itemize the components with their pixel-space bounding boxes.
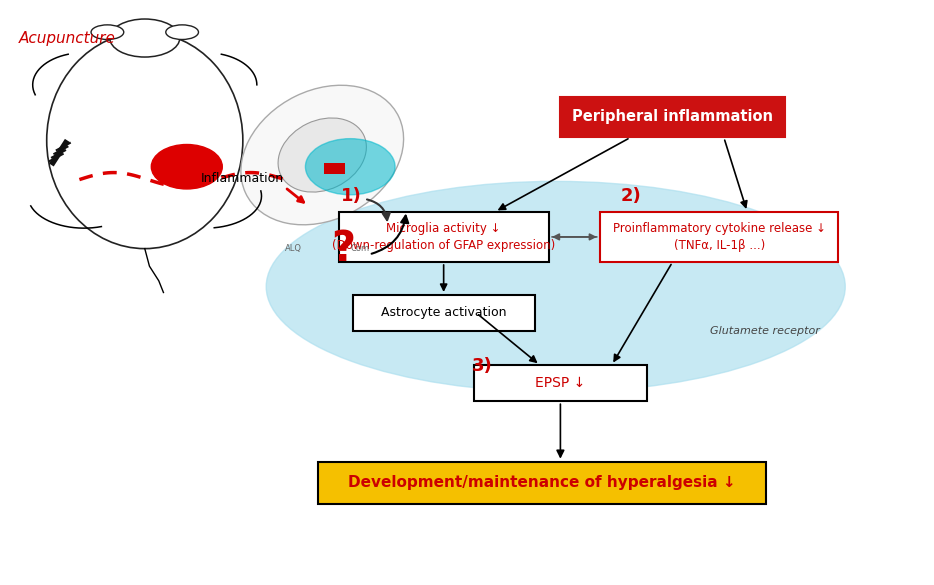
Text: Development/maintenance of hyperalgesia ↓: Development/maintenance of hyperalgesia … xyxy=(347,475,736,490)
Text: Acupuncture: Acupuncture xyxy=(19,30,116,46)
Ellipse shape xyxy=(266,181,845,392)
FancyBboxPatch shape xyxy=(324,163,345,174)
Text: 3): 3) xyxy=(472,357,492,374)
Ellipse shape xyxy=(278,118,366,192)
FancyBboxPatch shape xyxy=(474,365,646,401)
Text: Microglia activity ↓
(Down-regulation of GFAP expression): Microglia activity ↓ (Down-regulation of… xyxy=(332,222,556,252)
Ellipse shape xyxy=(110,19,180,57)
FancyBboxPatch shape xyxy=(560,97,785,137)
FancyBboxPatch shape xyxy=(338,212,549,262)
Text: ALQ: ALQ xyxy=(285,244,302,253)
Circle shape xyxy=(151,144,222,189)
Ellipse shape xyxy=(165,25,198,40)
Text: Peripheral inflammation: Peripheral inflammation xyxy=(572,109,773,125)
Ellipse shape xyxy=(241,85,403,225)
Ellipse shape xyxy=(47,32,243,249)
Text: ?: ? xyxy=(332,228,356,270)
Circle shape xyxy=(305,139,395,195)
Text: Inflammation: Inflammation xyxy=(201,172,284,185)
Text: Com: Com xyxy=(350,244,369,253)
Text: EPSP ↓: EPSP ↓ xyxy=(535,376,586,390)
Text: Glutamete receptor: Glutamete receptor xyxy=(710,325,820,336)
Text: 1): 1) xyxy=(341,187,361,205)
Text: Astrocyte activation: Astrocyte activation xyxy=(381,307,506,319)
Text: 2): 2) xyxy=(621,187,642,205)
Text: Proinflammatory cytokine release ↓
(TNFα, IL-1β ...): Proinflammatory cytokine release ↓ (TNFα… xyxy=(613,222,826,252)
FancyBboxPatch shape xyxy=(352,295,535,331)
FancyBboxPatch shape xyxy=(601,212,839,262)
Ellipse shape xyxy=(92,25,123,40)
FancyBboxPatch shape xyxy=(318,462,766,504)
